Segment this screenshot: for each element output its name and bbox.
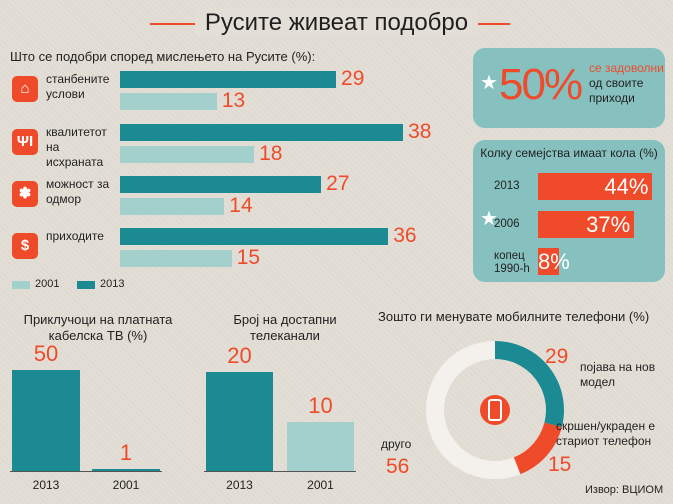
callout-value: 50% xyxy=(499,60,583,109)
bar-2001 xyxy=(120,146,255,163)
baseline xyxy=(204,471,356,472)
legend-swatch-2001 xyxy=(12,281,30,289)
car-bar xyxy=(538,248,559,275)
category-label: приходите xyxy=(46,229,104,243)
donut-slice xyxy=(426,341,521,479)
donut-value-new-model: 29 xyxy=(545,345,569,368)
palm-tree-icon: ✽ xyxy=(12,181,38,207)
value-label-2001: 15 xyxy=(236,246,261,269)
value-label-2013: 29 xyxy=(341,67,365,90)
cars-chart: 44% 2013 37% 2006 8% копец 1990-h xyxy=(494,173,653,275)
phone-icon-background xyxy=(480,395,510,425)
car-year-label: 2006 xyxy=(494,218,520,230)
bar-2001 xyxy=(120,198,225,215)
value-label-2013: 38 xyxy=(408,120,432,143)
car-bar xyxy=(538,211,635,238)
car-year-label: копец 1990-h xyxy=(494,250,530,275)
improvements-chart: 29 13 ⌂ станбените услови 38 18 ΨI квалитетот н… xyxy=(0,0,470,300)
cable-tv-chart-title: Приклучоци на платната кабелска ТВ (%) xyxy=(23,312,173,343)
column-value-label: 1 xyxy=(119,439,133,465)
bar-2013 xyxy=(120,228,389,245)
dollar-icon: $ xyxy=(12,233,38,259)
title-row: Русите живеат подобро xyxy=(0,8,673,40)
column-category-label: 2013 xyxy=(32,478,60,492)
callout-text-1: се задоволни xyxy=(589,61,664,75)
legend-label-2013: 2013 xyxy=(100,278,125,290)
column-bar xyxy=(92,468,160,471)
value-label-2001: 13 xyxy=(221,89,246,112)
donut-value-broken: 15 xyxy=(548,453,572,476)
column-bar xyxy=(206,372,273,471)
category-label: можност за одмор xyxy=(46,177,110,206)
callout-text-2: од своите xyxy=(589,76,644,90)
phones-chart-title: Зошто ги менувате мобилните телефони (%) xyxy=(378,309,650,324)
bar-2013 xyxy=(120,124,404,141)
column-category-label: 2001 xyxy=(307,478,334,492)
donut-slice xyxy=(513,422,562,475)
star-icon: ★ xyxy=(480,72,498,94)
bar-2013 xyxy=(120,71,337,88)
value-label-2001: 14 xyxy=(229,194,253,217)
improvements-chart-title: Што се подобри според мислењето на Русит… xyxy=(10,49,316,64)
cars-chart-title: Колку семејства имаат кола (%) xyxy=(480,146,658,160)
bar-2001 xyxy=(120,93,217,110)
phones-donut-chart xyxy=(426,341,564,479)
channels-chart-title: Број на достапни телеканали xyxy=(233,312,337,343)
star-icon-2: ★ xyxy=(480,208,498,230)
car-year-label: 2013 xyxy=(494,180,520,192)
category-label: станбените услови xyxy=(46,72,110,101)
mobile-phone-icon xyxy=(488,399,502,421)
value-label-2001: 18 xyxy=(259,142,283,165)
donut-label-new-model: појава на нов модел xyxy=(580,360,656,389)
category-label: квалитетот на исхраната xyxy=(46,125,107,169)
car-bar xyxy=(538,173,653,200)
utensils-icon: ΨI xyxy=(12,129,38,155)
bar-2013 xyxy=(120,176,322,193)
column-category-label: 2001 xyxy=(112,478,140,492)
car-value-label: 37% xyxy=(586,212,631,237)
column-bar xyxy=(287,421,354,471)
page-title: Русите живеат подобро xyxy=(0,8,673,38)
bar-2001 xyxy=(120,250,232,267)
baseline xyxy=(10,471,162,472)
donut-label-other: друго xyxy=(381,437,412,451)
income-satisfaction-panel: ★ 50% се задоволни од своите приходи xyxy=(473,48,665,128)
column-value-label: 50 xyxy=(33,341,59,366)
legend-label-2001: 2001 xyxy=(35,278,60,290)
source-note: Извор: ВЦИОМ xyxy=(585,484,664,496)
house-icon: ⌂ xyxy=(12,76,38,102)
value-label-2013: 36 xyxy=(393,224,417,247)
column-category-label: 2013 xyxy=(226,478,253,492)
donut-label-broken: скршен/украден е стариот телефон xyxy=(556,419,656,448)
column-value-label: 10 xyxy=(308,392,333,418)
column-bar xyxy=(12,370,80,471)
legend-swatch-2013 xyxy=(77,281,95,289)
value-label-2013: 27 xyxy=(326,172,350,195)
donut-value-other: 56 xyxy=(386,455,410,478)
callout-text-3: приходи xyxy=(589,91,635,105)
column-value-label: 20 xyxy=(227,343,252,368)
donut-slice xyxy=(494,341,564,428)
car-value-label: 44% xyxy=(604,174,649,199)
